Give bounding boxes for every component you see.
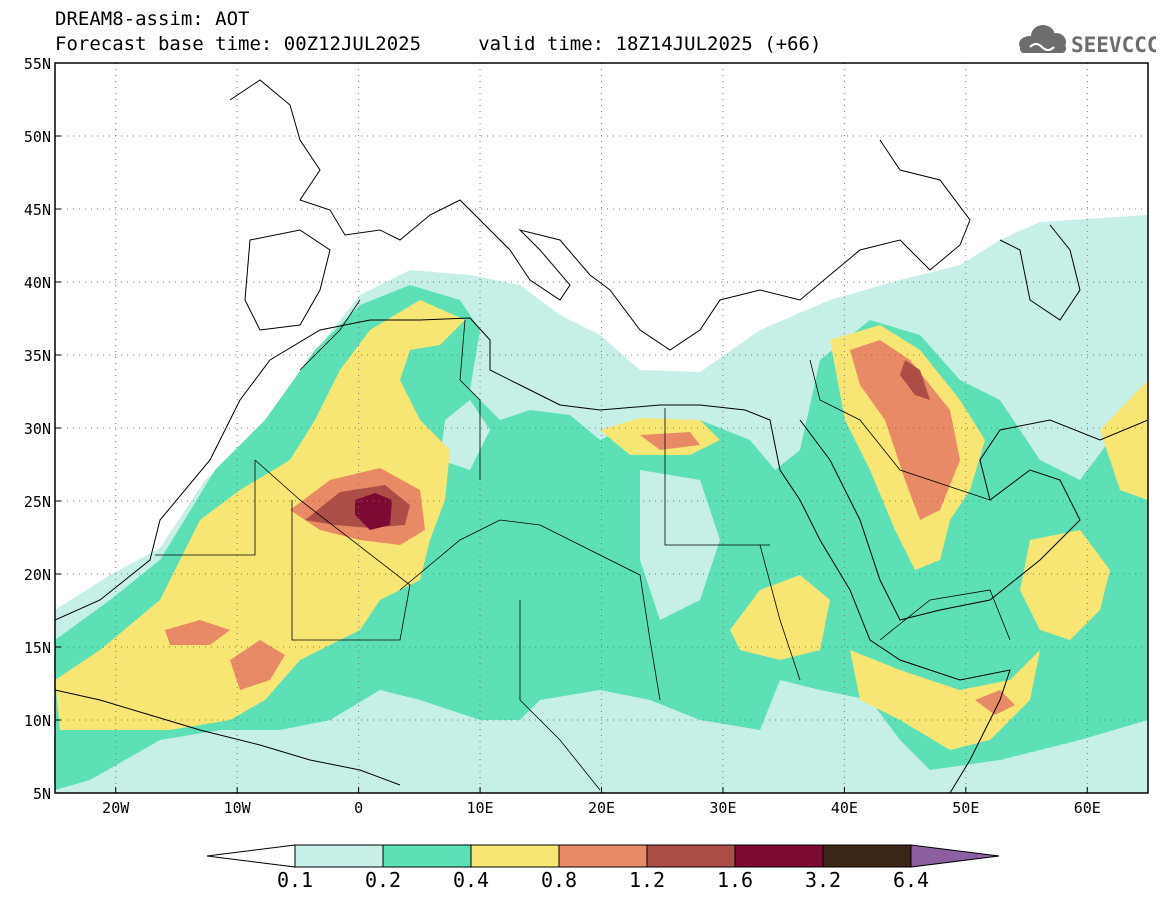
map-title: DREAM8-assim: AOT <box>55 8 250 30</box>
aot-level-0.8 <box>975 690 1015 715</box>
colorbar-arrow-high <box>910 844 1000 868</box>
aot-level-1.6 <box>355 493 392 530</box>
forecast-times: Forecast base time: 00Z12JUL2025 valid t… <box>55 33 822 55</box>
aot-level-0.1-patch <box>1000 350 1090 410</box>
colorbar-box <box>382 844 472 868</box>
longitude-labels: 20W 10W 0 10E 20E 30E 40E 50E 60E <box>102 799 1101 817</box>
lat-tick-label: 20N <box>24 566 51 584</box>
lat-tick-label: 40N <box>24 274 51 292</box>
logo-text: SEEVCCC <box>1071 33 1156 57</box>
aot-level-0.4 <box>850 650 1040 750</box>
lon-tick-label: 60E <box>1074 799 1101 817</box>
colorbar-box <box>558 844 648 868</box>
lat-tick-label: 5N <box>33 785 51 803</box>
lon-tick-label: 50E <box>952 799 979 817</box>
colorbar-box <box>822 844 912 868</box>
lat-tick-label: 15N <box>24 639 51 657</box>
colorbar-label: 1.6 <box>717 868 753 892</box>
coast-europe <box>229 79 971 351</box>
aot-level-0.8 <box>850 340 960 520</box>
coast-africa <box>55 317 1011 793</box>
colorbar-label: 1.2 <box>629 868 665 892</box>
colorbar-label: 0.1 <box>277 868 313 892</box>
colorbar-label: 6.4 <box>893 868 929 892</box>
coast-arabia <box>799 419 1148 621</box>
colorbar-label: 0.8 <box>541 868 577 892</box>
aot-level-0.8 <box>230 640 285 690</box>
plot-frame <box>54 62 1149 794</box>
colorbar-label: 0.2 <box>365 868 401 892</box>
country-borders <box>155 299 1011 791</box>
aot-level-0.8 <box>640 432 700 450</box>
lat-tick-label: 50N <box>24 128 51 146</box>
lon-tick-label: 20W <box>102 799 130 817</box>
aot-level-1.2 <box>900 360 930 400</box>
colorbar-box <box>294 844 384 868</box>
colorbar-label: 3.2 <box>805 868 841 892</box>
aot-level-0.8 <box>165 620 230 645</box>
colorbar-arrow-low <box>206 844 296 868</box>
aot-level-0.4 <box>730 575 830 660</box>
coast-caspian <box>999 224 1081 321</box>
lat-tick-label: 10N <box>24 712 51 730</box>
aot-level-0.4 <box>55 300 465 730</box>
latitude-labels: 55N 50N 45N 40N 35N 30N 25N 20N 15N 10N 5N <box>24 55 51 803</box>
lat-tick-label: 55N <box>24 55 51 73</box>
lat-tick-label: 45N <box>24 201 51 219</box>
colorbar-box <box>734 844 824 868</box>
colorbar-label: 0.4 <box>453 868 489 892</box>
colorbar-box <box>470 844 560 868</box>
lon-tick-label: 40E <box>831 799 858 817</box>
colorbar-box <box>646 844 736 868</box>
coast-west-africa <box>55 689 401 786</box>
coastlines <box>55 79 1148 793</box>
lon-tick-label: 10W <box>224 799 252 817</box>
lat-tick-label: 25N <box>24 493 51 511</box>
aot-level-0.1-patch <box>440 400 490 470</box>
coast-iberia <box>244 229 331 331</box>
lon-tick-label: 20E <box>588 799 615 817</box>
seevccc-logo: SEEVCCC <box>1019 25 1156 57</box>
aot-level-0.4 <box>1100 380 1148 500</box>
aot-field <box>55 215 1148 793</box>
lon-tick-label: 30E <box>709 799 736 817</box>
lon-tick-label: 0 <box>354 799 363 817</box>
lat-tick-label: 35N <box>24 347 51 365</box>
lon-tick-label: 10E <box>467 799 494 817</box>
lat-tick-label: 30N <box>24 420 51 438</box>
